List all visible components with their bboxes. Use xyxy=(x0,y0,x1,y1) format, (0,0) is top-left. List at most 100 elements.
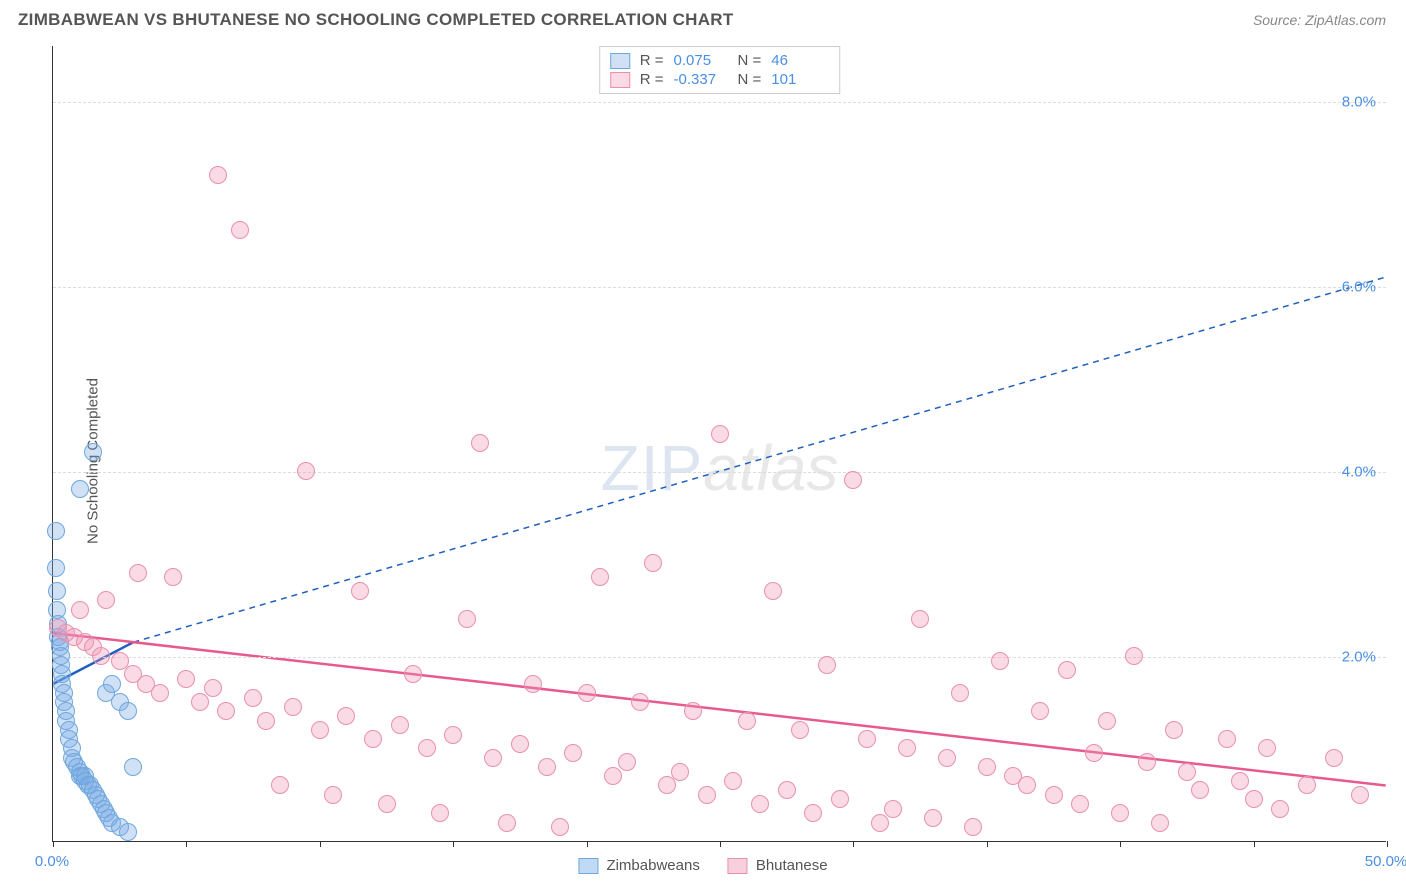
scatter-point xyxy=(671,763,689,781)
scatter-point xyxy=(151,684,169,702)
scatter-point xyxy=(831,790,849,808)
regression-line-extrapolated xyxy=(133,277,1385,642)
scatter-point xyxy=(524,675,542,693)
scatter-point xyxy=(471,434,489,452)
scatter-point xyxy=(924,809,942,827)
gridline xyxy=(53,657,1386,658)
series-legend: Zimbabweans Bhutanese xyxy=(578,857,827,874)
scatter-point xyxy=(404,665,422,683)
scatter-point xyxy=(911,610,929,628)
scatter-point xyxy=(1258,739,1276,757)
scatter-point xyxy=(177,670,195,688)
scatter-point xyxy=(1085,744,1103,762)
scatter-point xyxy=(711,425,729,443)
scatter-point xyxy=(48,582,66,600)
scatter-point xyxy=(844,471,862,489)
x-tick xyxy=(1387,841,1388,847)
y-tick-label: 4.0% xyxy=(1342,463,1376,480)
scatter-point xyxy=(391,716,409,734)
stats-legend: R =0.075N =46R =-0.337N =101 xyxy=(599,46,841,94)
scatter-point xyxy=(698,786,716,804)
scatter-point xyxy=(1031,702,1049,720)
scatter-point xyxy=(103,675,121,693)
x-tick xyxy=(853,841,854,847)
scatter-point xyxy=(47,559,65,577)
legend-swatch xyxy=(728,858,748,874)
legend-swatch xyxy=(578,858,598,874)
scatter-point xyxy=(764,582,782,600)
scatter-point xyxy=(431,804,449,822)
gridline xyxy=(53,472,1386,473)
scatter-point xyxy=(129,564,147,582)
r-label: R = xyxy=(640,52,664,69)
r-value: -0.337 xyxy=(674,71,728,88)
legend-label: Zimbabweans xyxy=(606,857,699,874)
scatter-point xyxy=(124,758,142,776)
scatter-point xyxy=(231,221,249,239)
scatter-point xyxy=(724,772,742,790)
chart-header: ZIMBABWEAN VS BHUTANESE NO SCHOOLING COM… xyxy=(0,0,1406,36)
scatter-point xyxy=(418,739,436,757)
scatter-point xyxy=(257,712,275,730)
scatter-point xyxy=(119,702,137,720)
scatter-point xyxy=(364,730,382,748)
scatter-point xyxy=(484,749,502,767)
legend-swatch xyxy=(610,53,630,69)
scatter-point xyxy=(1325,749,1343,767)
scatter-point xyxy=(1058,661,1076,679)
stats-legend-row: R =0.075N =46 xyxy=(610,51,826,70)
x-tick xyxy=(720,841,721,847)
scatter-point xyxy=(578,684,596,702)
scatter-point xyxy=(778,781,796,799)
scatter-point xyxy=(1178,763,1196,781)
x-tick xyxy=(53,841,54,847)
scatter-point xyxy=(1271,800,1289,818)
scatter-point xyxy=(244,689,262,707)
scatter-point xyxy=(804,804,822,822)
scatter-point xyxy=(337,707,355,725)
scatter-point xyxy=(209,166,227,184)
y-tick-label: 6.0% xyxy=(1342,278,1376,295)
x-tick xyxy=(1254,841,1255,847)
scatter-point xyxy=(511,735,529,753)
scatter-point xyxy=(97,591,115,609)
scatter-point xyxy=(458,610,476,628)
scatter-point xyxy=(604,767,622,785)
watermark-atlas: atlas xyxy=(703,432,838,504)
scatter-point xyxy=(1018,776,1036,794)
scatter-point xyxy=(311,721,329,739)
scatter-point xyxy=(351,582,369,600)
scatter-point xyxy=(284,698,302,716)
series-legend-item: Zimbabweans xyxy=(578,857,699,874)
r-label: R = xyxy=(640,71,664,88)
scatter-point xyxy=(84,443,102,461)
scatter-point xyxy=(951,684,969,702)
scatter-point xyxy=(564,744,582,762)
source-label: Source: ZipAtlas.com xyxy=(1253,12,1386,28)
r-value: 0.075 xyxy=(674,52,728,69)
y-tick-label: 8.0% xyxy=(1342,93,1376,110)
legend-swatch xyxy=(610,72,630,88)
scatter-point xyxy=(498,814,516,832)
y-tick-label: 2.0% xyxy=(1342,648,1376,665)
scatter-point xyxy=(898,739,916,757)
scatter-point xyxy=(658,776,676,794)
scatter-point xyxy=(1231,772,1249,790)
scatter-point xyxy=(1045,786,1063,804)
scatter-point xyxy=(1125,647,1143,665)
scatter-point xyxy=(964,818,982,836)
scatter-point xyxy=(1111,804,1129,822)
scatter-point xyxy=(631,693,649,711)
scatter-point xyxy=(1138,753,1156,771)
scatter-point xyxy=(791,721,809,739)
stats-legend-row: R =-0.337N =101 xyxy=(610,70,826,89)
scatter-point xyxy=(991,652,1009,670)
n-value: 101 xyxy=(771,71,825,88)
series-legend-item: Bhutanese xyxy=(728,857,828,874)
plot-region: ZIPatlas R =0.075N =46R =-0.337N =101 2.… xyxy=(52,46,1386,842)
scatter-point xyxy=(71,480,89,498)
scatter-point xyxy=(1218,730,1236,748)
scatter-point xyxy=(191,693,209,711)
scatter-point xyxy=(1098,712,1116,730)
legend-label: Bhutanese xyxy=(756,857,828,874)
